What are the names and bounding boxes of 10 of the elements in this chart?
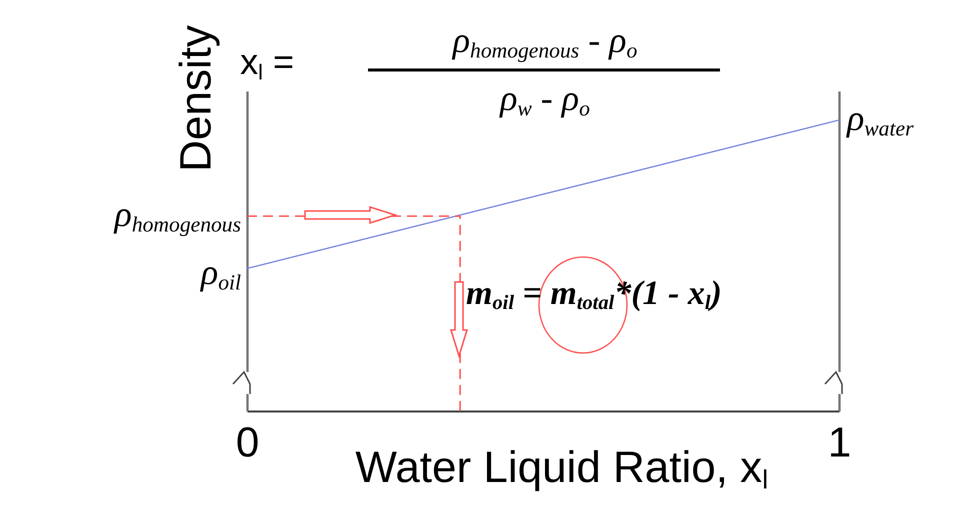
- ref-line-label: ρ$_{homogenous}$: [114, 194, 241, 236]
- annotation: ρ$_{oil}$: [200, 252, 241, 295]
- x-tick-label: 1: [828, 418, 852, 466]
- text: x$_{l}$ =: [240, 41, 294, 84]
- annotation: ρ$_{w}$ - ρ$_{o}$: [500, 78, 590, 120]
- x-axis-title: Water Liquid Ratio, x$_{l}$: [355, 443, 768, 495]
- x-tick-label: 0: [236, 418, 260, 466]
- text: ρ$_{homogenous}$ - ρ$_{o}$: [452, 20, 638, 62]
- annotation: ρ$_{water}$: [847, 98, 914, 140]
- y-axis-title: Density: [172, 25, 220, 172]
